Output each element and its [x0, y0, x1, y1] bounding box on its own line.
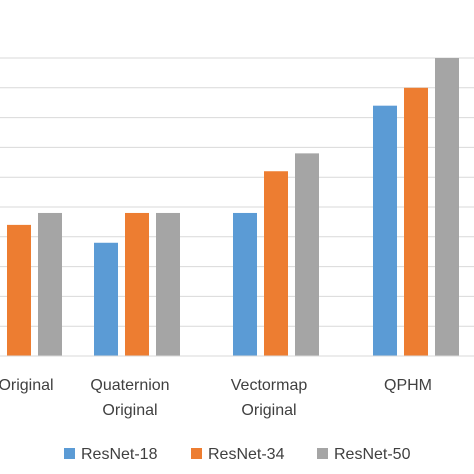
legend-swatch-resnet-34	[191, 448, 202, 459]
category-label: Quaternion	[90, 377, 169, 394]
bar-resnet-50-3	[435, 58, 459, 356]
bar-resnet-50-2	[295, 153, 319, 356]
bar-resnet-34-3	[404, 87, 428, 357]
bar-resnet-50-0	[38, 212, 62, 356]
legend-label-resnet-50: ResNet-50	[334, 446, 411, 463]
bar-resnet-34-1	[125, 212, 149, 356]
bar-resnet-34-2	[264, 171, 288, 356]
bar-resnet-50-1	[156, 212, 180, 356]
legend: ResNet-18 ResNet-34 ResNet-50	[64, 446, 411, 463]
bars	[7, 58, 459, 357]
category-label: Original	[102, 402, 157, 419]
bar-resnet-18-3	[373, 105, 397, 357]
bar-resnet-18-1	[94, 242, 118, 356]
category-labels: Original Quaternion Original Vectormap Origi…	[0, 377, 432, 419]
bar-resnet-18-2	[233, 212, 257, 356]
bar-resnet-34-0	[7, 224, 31, 356]
category-label: Vectormap	[231, 377, 308, 394]
legend-swatch-resnet-18	[64, 448, 75, 459]
legend-label-resnet-34: ResNet-34	[208, 446, 285, 463]
category-label: QPHM	[384, 377, 432, 394]
legend-label-resnet-18: ResNet-18	[81, 446, 158, 463]
category-label: Original	[241, 402, 296, 419]
gridlines	[0, 57, 474, 327]
category-label: Original	[0, 377, 54, 394]
legend-swatch-resnet-50	[317, 448, 328, 459]
